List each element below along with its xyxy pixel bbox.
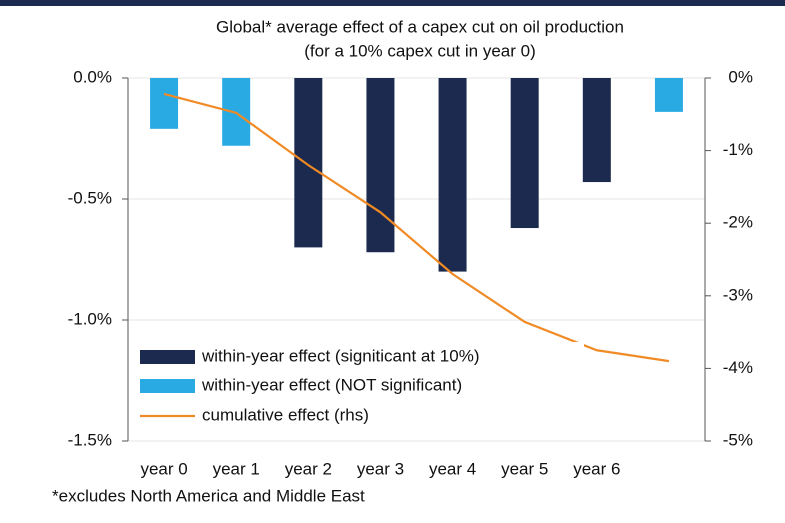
x-tick-label: year 4 bbox=[429, 459, 476, 478]
y2-tick-label: -3% bbox=[723, 285, 753, 304]
header-strip bbox=[0, 0, 785, 6]
x-tick-label: year 1 bbox=[213, 459, 260, 478]
footnote: *excludes North America and Middle East bbox=[52, 486, 365, 505]
x-tick-label: year 0 bbox=[140, 459, 187, 478]
y-tick-label: 0.0% bbox=[73, 67, 112, 86]
bar bbox=[582, 78, 611, 183]
x-tick-label: year 2 bbox=[285, 459, 332, 478]
legend-label: cumulative effect (rhs) bbox=[202, 405, 369, 424]
y-tick-label: -1.0% bbox=[68, 309, 112, 328]
y-tick-label: -1.5% bbox=[68, 430, 112, 449]
x-tick-label: year 6 bbox=[573, 459, 620, 478]
bar bbox=[294, 78, 323, 248]
y2-tick-label: -2% bbox=[723, 213, 753, 232]
chart-title: Global* average effect of a capex cut on… bbox=[216, 17, 624, 36]
y2-tick-label: 0% bbox=[728, 67, 753, 86]
legend-swatch bbox=[140, 350, 195, 364]
legend-label: within-year effect (NOT significant) bbox=[201, 375, 462, 394]
y2-tick-label: -1% bbox=[723, 140, 753, 159]
legend-swatch bbox=[140, 379, 195, 393]
chart-subtitle: (for a 10% capex cut in year 0) bbox=[304, 41, 536, 60]
legend-background bbox=[134, 342, 584, 430]
bar bbox=[150, 78, 179, 129]
bar bbox=[654, 78, 683, 112]
x-tick-label: year 5 bbox=[501, 459, 548, 478]
line bbox=[163, 92, 670, 363]
y2-tick-label: -5% bbox=[723, 430, 753, 449]
legend-label: within-year effect (signiticant at 10%) bbox=[201, 346, 479, 365]
x-tick-label: year 3 bbox=[357, 459, 404, 478]
bar bbox=[366, 78, 395, 253]
y-tick-label: -0.5% bbox=[68, 188, 112, 207]
y2-tick-label: -4% bbox=[723, 358, 753, 377]
bar bbox=[510, 78, 539, 229]
bar bbox=[438, 78, 467, 272]
